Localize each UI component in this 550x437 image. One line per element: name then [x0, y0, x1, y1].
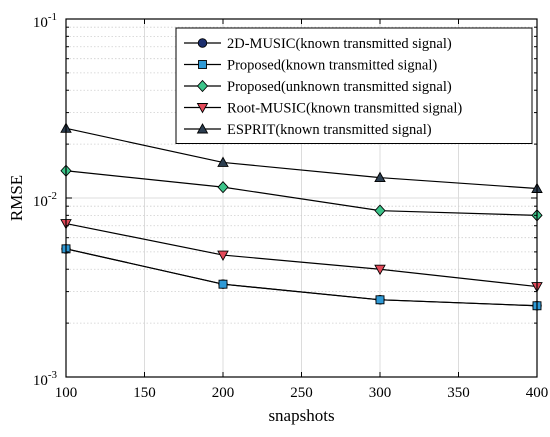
legend-label: Proposed(known transmitted signal): [227, 58, 437, 74]
legend-marker: [196, 123, 209, 134]
data-point: [374, 264, 386, 276]
x-tick-label: 350: [447, 385, 470, 401]
legend-box: [175, 27, 533, 144]
series-line: [65, 222, 538, 288]
x-tick-label: 100: [55, 385, 78, 401]
data-point: [374, 204, 386, 217]
series-line: [65, 127, 538, 190]
series-group: [60, 122, 543, 311]
legend: 2D-MUSIC(known transmitted signal) Propos…: [175, 27, 533, 144]
tick-labels: 100 150 200 250 300 350 400 10-3 10-2 10-1: [33, 11, 548, 401]
x-tick-label: 250: [290, 385, 313, 401]
legend-marker: [198, 60, 207, 69]
y-tick-label: 10-2: [33, 190, 57, 210]
legend-label: Root-MUSIC(known transmitted signal): [227, 101, 462, 117]
legend-label: 2D-MUSIC(known transmitted signal): [227, 36, 452, 52]
data-point: [217, 156, 229, 167]
legend-label: ESPRIT(known transmitted signal): [227, 122, 432, 138]
y-tick-label: 10-1: [33, 11, 57, 31]
y-tick-label: 10-3: [33, 369, 58, 389]
data-point: [217, 180, 229, 194]
legend-marker: [197, 38, 208, 48]
legend-marker: [196, 103, 209, 114]
x-axis-label: snapshots: [268, 406, 334, 425]
legend-item: 2D-MUSIC(known transmitted signal): [184, 36, 452, 52]
data-point: [217, 250, 229, 261]
series-line: [65, 170, 538, 216]
legend-item: Root-MUSIC(known transmitted signal): [184, 101, 462, 117]
legend-marker: [196, 79, 209, 93]
data-point: [218, 279, 228, 289]
ticks: [65, 18, 538, 378]
legend-item: Proposed(unknown transmitted signal): [184, 79, 452, 95]
legend-label: Proposed(unknown transmitted signal): [227, 79, 452, 95]
x-tick-label: 300: [369, 385, 392, 401]
x-tick-label: 400: [526, 385, 549, 401]
x-tick-label: 200: [212, 385, 235, 401]
series-line: [65, 248, 538, 307]
x-tick-label: 150: [133, 385, 156, 401]
data-point: [375, 295, 385, 305]
legend-item: Proposed(known transmitted signal): [184, 58, 437, 74]
data-point: [374, 171, 386, 183]
y-axis-label: RMSE: [7, 175, 26, 221]
legend-item: ESPRIT(known transmitted signal): [184, 122, 432, 138]
